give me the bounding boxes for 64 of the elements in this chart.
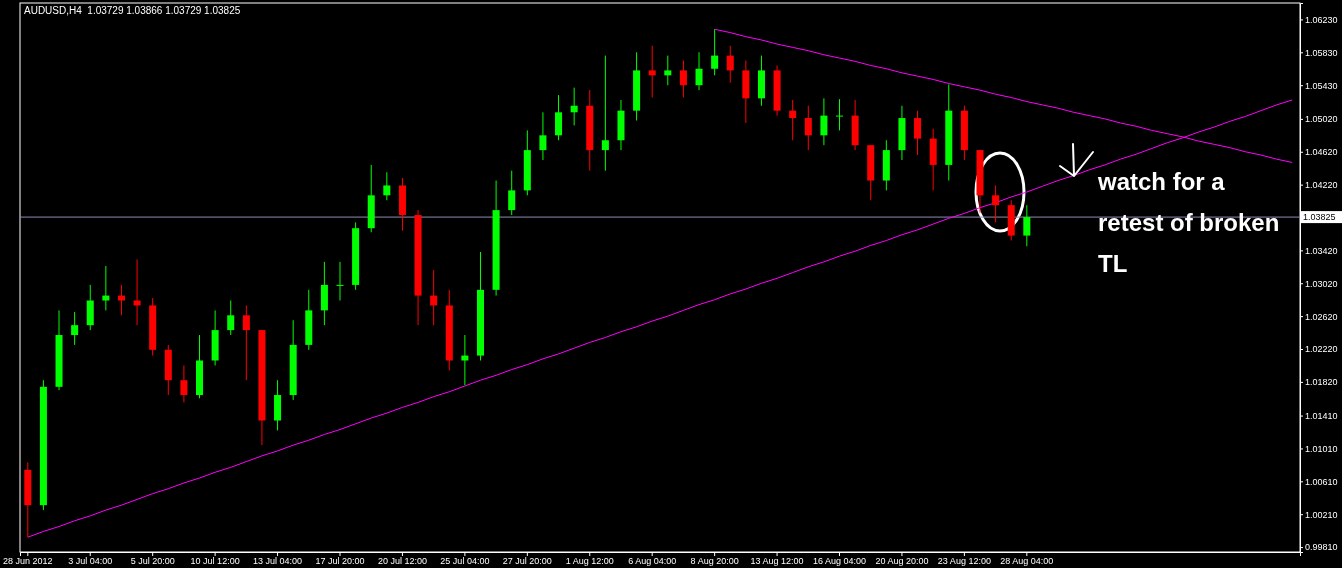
candlestick — [555, 94, 563, 141]
candlestick — [117, 284, 125, 316]
candlestick — [804, 105, 812, 151]
x-tick-label: 20 Aug 20:00 — [875, 556, 929, 567]
candlestick — [695, 51, 703, 91]
candlestick — [570, 87, 578, 126]
candlestick — [71, 311, 79, 346]
candlestick — [726, 45, 734, 84]
candlestick — [1023, 204, 1031, 247]
x-tick-label: 27 Jul 20:00 — [502, 556, 552, 567]
x-tick-label: 20 Jul 12:00 — [377, 556, 427, 567]
candlestick — [242, 304, 250, 381]
y-tick-label: 1.01010 — [1305, 443, 1338, 454]
candlestick — [180, 364, 188, 403]
candlestick — [664, 55, 672, 86]
y-tick-label: 1.00210 — [1305, 509, 1338, 520]
candlestick — [992, 184, 1000, 223]
y-tick-label: 1.05020 — [1305, 114, 1338, 125]
y-tick-label: 0.99810 — [1305, 542, 1338, 553]
y-tick-label: 1.01410 — [1305, 410, 1338, 421]
x-tick-label: 13 Jul 04:00 — [253, 556, 303, 567]
x-tick-label: 13 Aug 12:00 — [750, 556, 804, 567]
candlestick — [102, 265, 110, 311]
ref-line-label: 1.03825 — [1303, 212, 1336, 223]
x-tick-label: 28 Jun 2012 — [3, 556, 53, 567]
y-tick-label: 1.05830 — [1305, 47, 1338, 58]
y-tick-label: 1.02620 — [1305, 311, 1338, 322]
x-tick-label: 1 Aug 12:00 — [565, 556, 614, 567]
x-tick-label: 6 Aug 04:00 — [628, 556, 677, 567]
x-tick-label: 8 Aug 20:00 — [690, 556, 739, 567]
candlestick — [914, 110, 922, 156]
x-tick-label: 23 Aug 12:00 — [937, 556, 991, 567]
x-tick-label: 16 Aug 04:00 — [812, 556, 867, 567]
candlestick — [336, 261, 344, 302]
chart-title: AUDUSD,H4 1.03729 1.03866 1.03729 1.03825 — [24, 5, 241, 16]
x-tick-label: 3 Jul 04:00 — [68, 556, 113, 567]
candlestick — [227, 300, 235, 336]
candlestick — [789, 99, 797, 141]
y-tick-label: 1.02220 — [1305, 344, 1338, 355]
candlestick — [711, 28, 719, 76]
candlestick — [601, 55, 609, 172]
x-tick-label: 5 Jul 20:00 — [130, 556, 175, 567]
candlestick — [648, 45, 656, 99]
y-tick-label: 1.04620 — [1305, 147, 1338, 158]
candlestick — [820, 97, 828, 146]
candlestick — [836, 98, 844, 131]
y-tick-label: 1.03020 — [1305, 278, 1338, 289]
y-tick-label: 1.04220 — [1305, 180, 1338, 191]
y-tick-label: 1.05430 — [1305, 80, 1338, 91]
y-tick-label: 1.03420 — [1305, 245, 1338, 256]
candlestick — [679, 60, 687, 99]
y-tick-label: 1.00610 — [1305, 476, 1338, 487]
candlestick — [508, 170, 516, 216]
annotation: watch for a retest of broken TL — [1097, 168, 1280, 277]
y-tick-label: 1.06230 — [1305, 14, 1338, 25]
x-tick-label: 25 Jul 04:00 — [440, 556, 490, 567]
x-tick-label: 17 Jul 20:00 — [315, 556, 365, 567]
candlestick — [383, 171, 391, 201]
y-tick-label: 1.01820 — [1305, 377, 1338, 388]
candlestick — [430, 269, 438, 326]
candlestick — [461, 334, 469, 386]
x-tick-label: 10 Jul 12:00 — [190, 556, 240, 567]
candlestick — [539, 111, 547, 161]
x-tick-label: 28 Aug 04:00 — [1000, 556, 1054, 567]
